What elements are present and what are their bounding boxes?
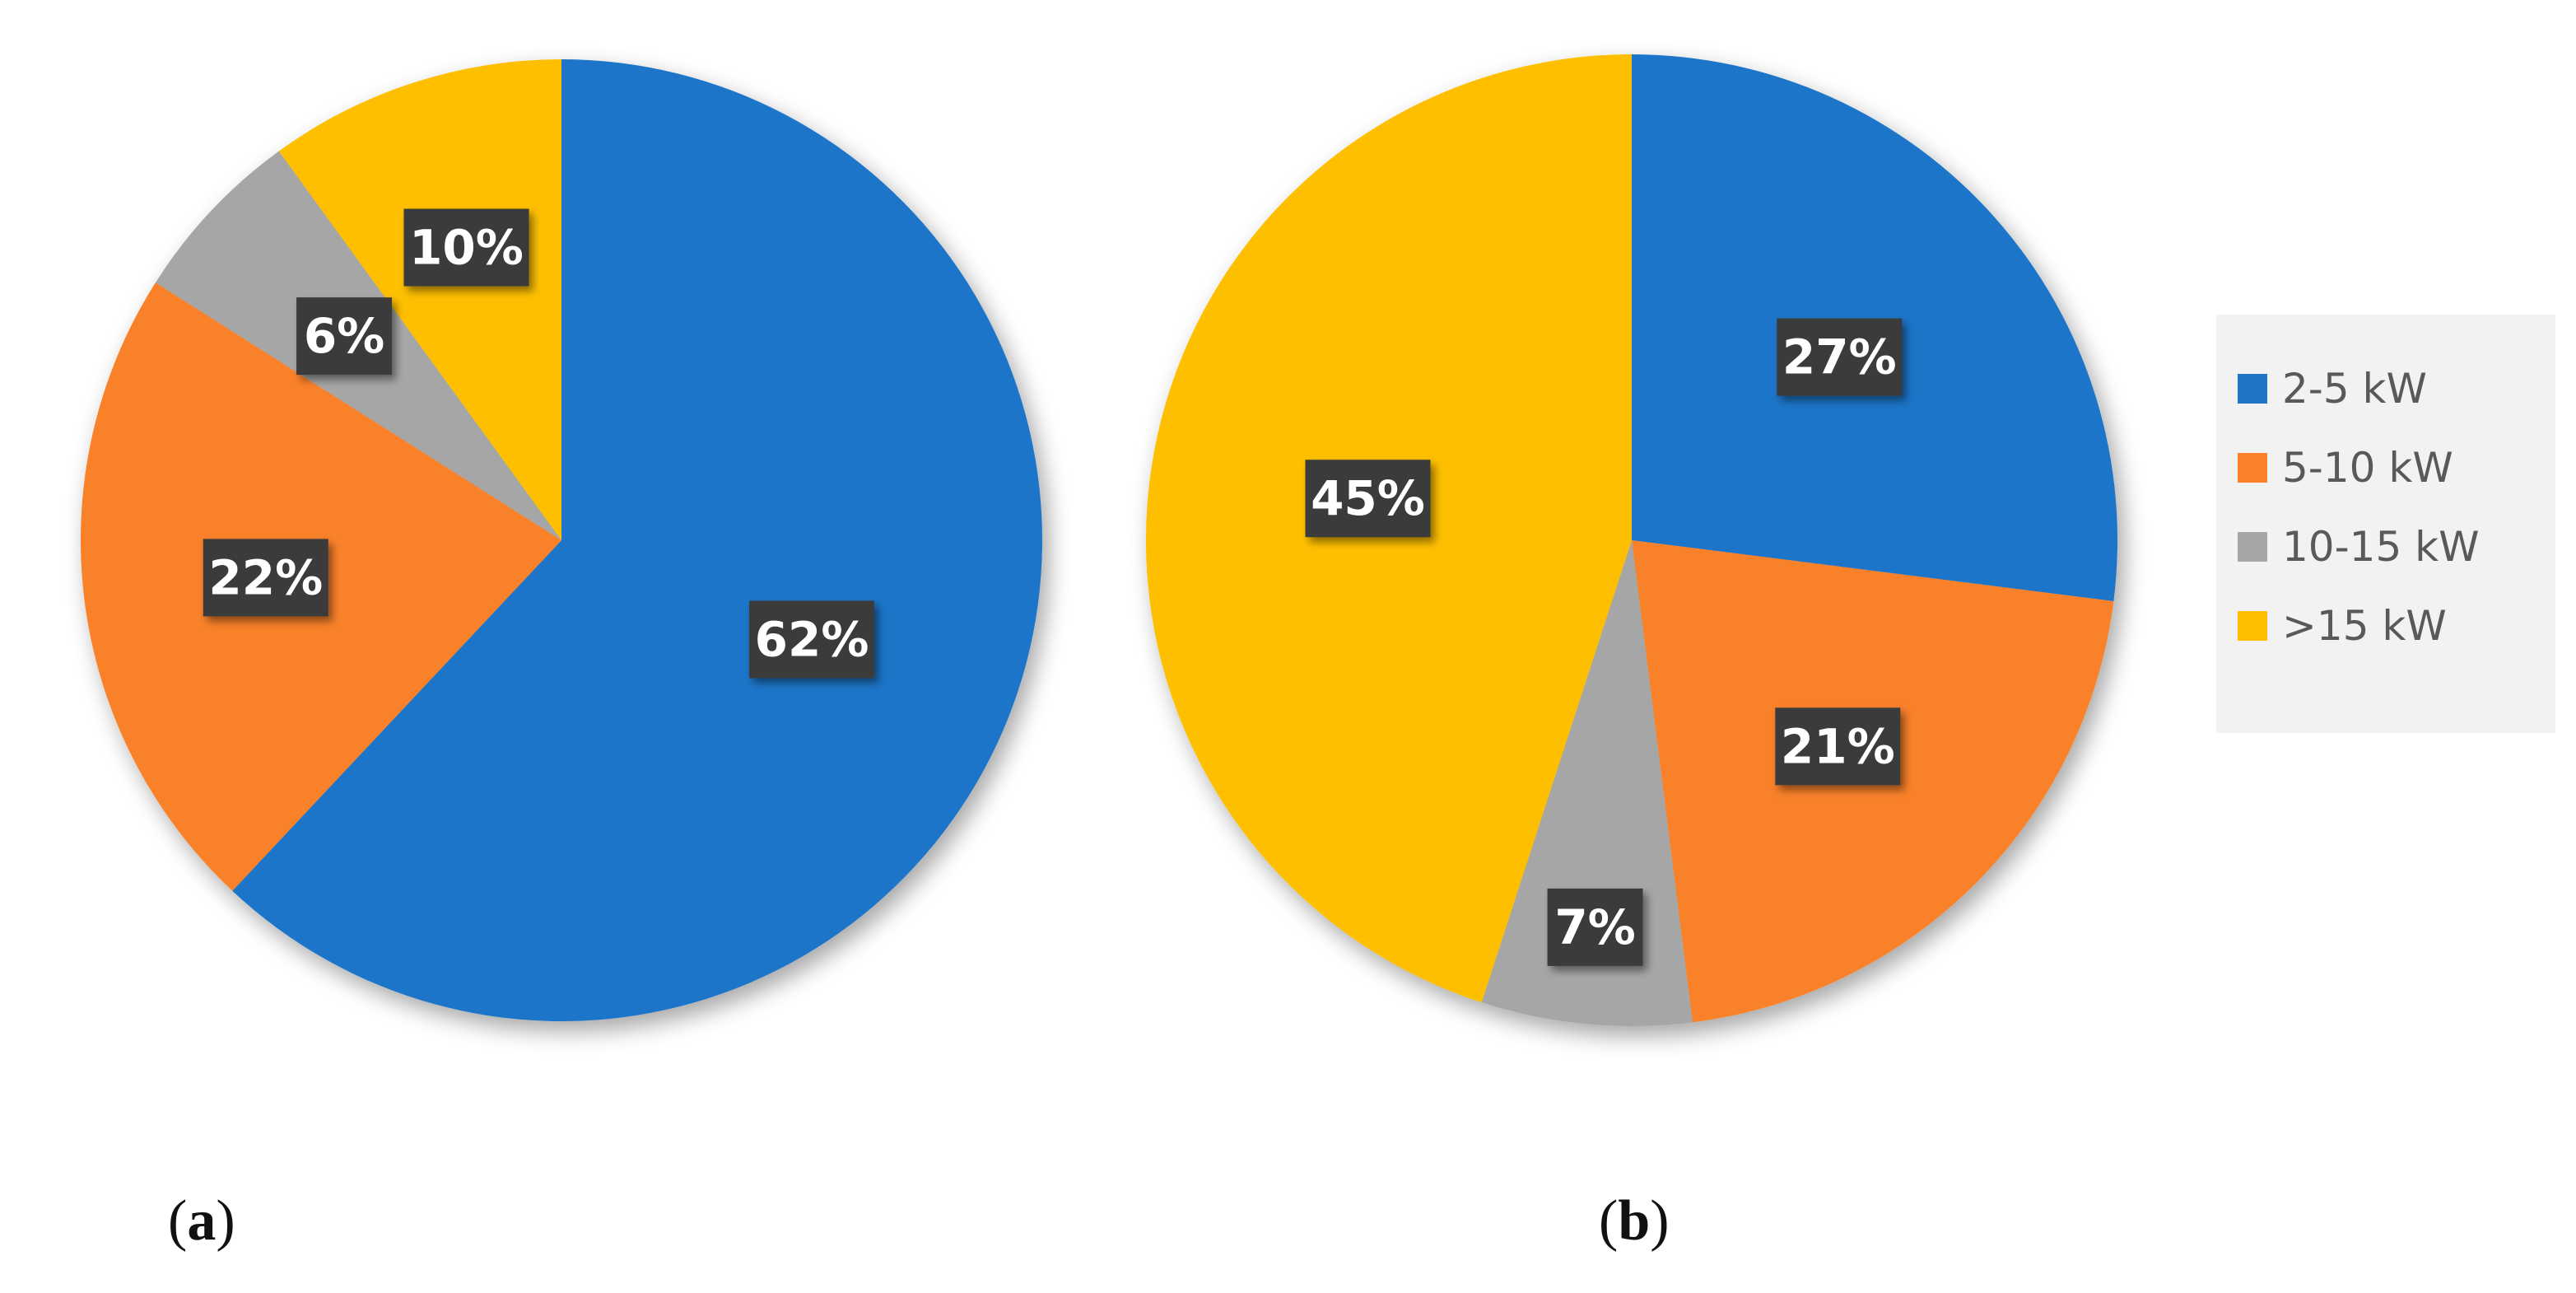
data-label-box — [296, 297, 393, 376]
panel-label-b: (b) — [1599, 1189, 1670, 1253]
data-label-2-5kw: 62% — [749, 600, 875, 679]
data-label-text: 7% — [1554, 899, 1635, 955]
data-label-text: 22% — [208, 549, 323, 605]
data-label-5-10kw: 21% — [1775, 707, 1901, 786]
data-label-2-5kw: 27% — [1777, 318, 1903, 396]
legend-label: >15 kW — [2282, 602, 2447, 650]
data-label-text: 27% — [1782, 329, 1897, 385]
data-label-5-10kw: 22% — [203, 539, 328, 617]
legend-swatch — [2238, 453, 2267, 483]
pie-slice-over-15kw — [278, 59, 561, 540]
legend-swatch — [2238, 374, 2267, 404]
pie-chart-b — [1146, 54, 2117, 1026]
data-label-text: 45% — [1311, 470, 1425, 526]
legend-item-10-15kw: 10-15 kW — [2238, 507, 2555, 586]
data-label-box — [749, 600, 875, 679]
legend-swatch — [2238, 532, 2267, 562]
data-label-box — [1547, 888, 1643, 966]
data-label-text: 6% — [304, 308, 384, 364]
data-label-text: 10% — [409, 220, 524, 276]
legend-item-2-5kw: 2-5 kW — [2238, 349, 2555, 428]
legend-item-over-15kw: >15 kW — [2238, 586, 2555, 665]
legend-label: 10-15 kW — [2282, 523, 2480, 571]
data-label-text: 62% — [755, 611, 869, 667]
data-label-box — [1305, 460, 1431, 538]
legend-label: 5-10 kW — [2282, 444, 2453, 492]
data-label-10-15kw: 7% — [1547, 888, 1643, 966]
data-label-over-15kw: 45% — [1305, 460, 1431, 538]
data-labels-a: 62% 22% 6% 10% — [203, 208, 875, 679]
data-label-text: 21% — [1781, 718, 1895, 774]
data-label-10-15kw: 6% — [296, 297, 393, 376]
data-label-box — [1777, 318, 1903, 396]
data-labels-b: 27% 21% 7% 45% — [1305, 318, 1903, 966]
panel-label-a: (a) — [168, 1189, 235, 1253]
legend-swatch — [2238, 611, 2267, 641]
legend-item-5-10kw: 5-10 kW — [2238, 428, 2555, 507]
data-label-box — [203, 539, 328, 617]
legend-label: 2-5 kW — [2282, 365, 2427, 413]
data-label-box — [1775, 707, 1901, 786]
pie-slice-2-5kw — [232, 59, 1042, 1021]
data-label-over-15kw: 10% — [403, 208, 529, 287]
data-label-box — [403, 208, 529, 287]
chart-legend: 2-5 kW 5-10 kW 10-15 kW >15 kW — [2216, 315, 2555, 733]
